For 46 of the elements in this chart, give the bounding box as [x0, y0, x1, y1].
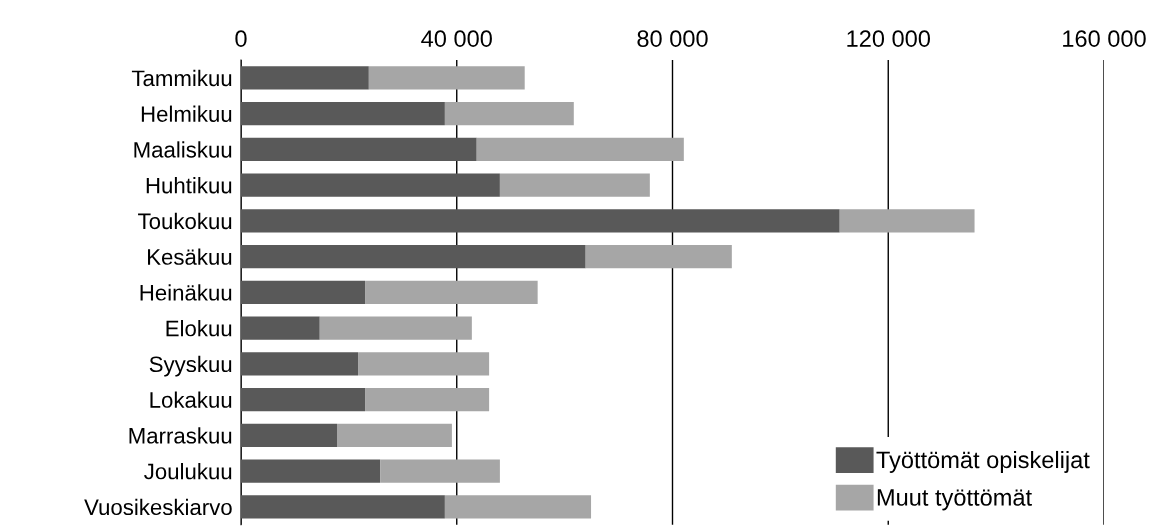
bar — [319, 316, 472, 340]
y-tick-label: Maaliskuu — [134, 141, 232, 158]
bar — [444, 495, 592, 519]
bar — [585, 244, 732, 269]
bar — [241, 459, 381, 483]
bar — [476, 137, 684, 161]
bar — [241, 244, 586, 269]
y-tick-label: Helmikuu — [141, 105, 232, 122]
y-tick-label: Kesäkuu — [148, 248, 232, 265]
bar — [839, 209, 975, 233]
bar — [337, 423, 452, 447]
legend-label: Työttömät opiskelijat — [876, 450, 1090, 473]
bar — [365, 387, 490, 412]
y-tick-label: Joulukuu — [144, 463, 232, 480]
bar — [499, 173, 650, 197]
bar — [365, 280, 538, 304]
y-tick-label: Vuosikeskiarvo — [84, 498, 232, 516]
bar — [241, 66, 369, 90]
bar — [368, 66, 525, 90]
bar — [241, 280, 366, 304]
x-tick-label: 160 000 — [1063, 30, 1146, 47]
y-tick-label: Huhtikuu — [146, 177, 232, 194]
bar — [241, 495, 445, 519]
y-tick-label: Heinäkuu — [140, 284, 232, 301]
bar — [358, 352, 490, 376]
y-tick-label: Marraskuu — [129, 427, 232, 444]
bar — [380, 459, 500, 483]
y-tick-label: Tammikuu — [131, 69, 232, 87]
x-tick-label: 120 000 — [847, 30, 930, 47]
bar — [241, 387, 366, 412]
bar — [241, 423, 338, 447]
bar — [241, 102, 445, 126]
y-tick-label: Elokuu — [166, 320, 232, 337]
y-tick-label: Syyskuu — [149, 355, 232, 377]
x-tick-label: 40 000 — [421, 30, 492, 47]
bar — [241, 352, 359, 376]
bar — [241, 173, 500, 197]
x-tick-label: 0 — [235, 30, 247, 47]
bar — [444, 102, 574, 126]
bar — [241, 209, 840, 233]
legend-label: Muut työttömät — [877, 489, 1032, 511]
bar — [241, 316, 320, 340]
x-tick-label: 80 000 — [637, 30, 708, 47]
y-tick-label: Toukokuu — [138, 212, 232, 230]
bar — [241, 137, 477, 161]
y-tick-label: Lokakuu — [150, 391, 232, 408]
